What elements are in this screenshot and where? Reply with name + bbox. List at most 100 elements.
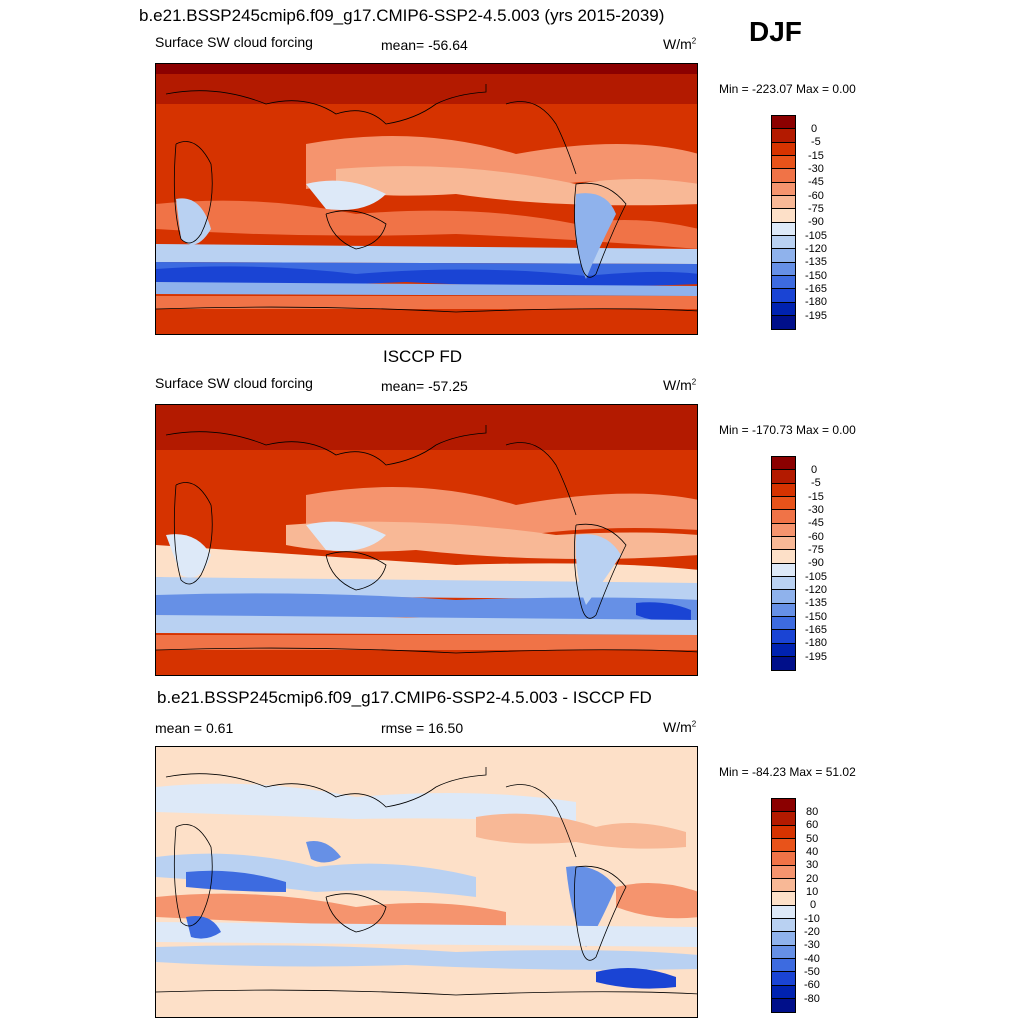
- colorbar-tick-label: -150: [805, 270, 828, 282]
- colorbar-swatch: [772, 483, 795, 497]
- colorbar-tick-label: -165: [805, 283, 828, 295]
- colorbar-tick-label: -150: [805, 611, 828, 623]
- colorbar-tick-label: -105: [805, 571, 828, 583]
- colorbar-swatch: [772, 945, 795, 959]
- colorbar-swatch: [772, 315, 795, 330]
- panel1-title: b.e21.BSSP245cmip6.f09_g17.CMIP6-SSP2-4.…: [139, 6, 665, 25]
- colorbar-tick-label: -165: [805, 624, 828, 636]
- colorbar-swatch: [772, 209, 795, 223]
- colorbar-tick-label: 0: [810, 899, 817, 911]
- colorbar-swatch: [772, 155, 795, 170]
- panel1-minmax: Min = -223.07 Max = 0.00: [719, 82, 856, 96]
- colorbar-swatch: [772, 262, 795, 276]
- colorbar-swatch: [772, 799, 795, 813]
- colorbar-tick-label: -5: [811, 136, 821, 148]
- panel3-colorbar: [771, 798, 796, 1014]
- colorbar-tick-label: -30: [808, 504, 824, 516]
- colorbar-swatch: [772, 536, 795, 551]
- panel3-title: b.e21.BSSP245cmip6.f09_g17.CMIP6-SSP2-4.…: [157, 688, 652, 707]
- colorbar-swatch: [772, 972, 795, 986]
- colorbar-tick-label: -180: [805, 296, 828, 308]
- colorbar-swatch: [772, 576, 795, 591]
- panel3-rmse-label: rmse = 16.50: [381, 720, 464, 736]
- colorbar-swatch: [772, 563, 795, 577]
- colorbar-swatch: [772, 998, 795, 1013]
- colorbar-tick-label: -75: [808, 544, 824, 556]
- colorbar-swatch: [772, 289, 795, 303]
- colorbar-tick-label: -135: [805, 256, 828, 268]
- colorbar-tick-label: 0: [811, 123, 818, 135]
- panel2-map: [155, 404, 698, 676]
- colorbar-tick-label: 80: [806, 806, 819, 818]
- colorbar-swatch: [772, 825, 795, 839]
- colorbar-tick-label: -20: [804, 926, 820, 938]
- colorbar-tick-label: -45: [808, 517, 824, 529]
- colorbar-swatch: [772, 142, 795, 156]
- colorbar-swatch: [772, 838, 795, 853]
- colorbar-tick-label: 50: [806, 833, 819, 845]
- panel2-units: W/m2: [663, 377, 697, 393]
- panel1-variable-label: Surface SW cloud forcing: [155, 34, 313, 50]
- colorbar-swatch: [772, 852, 795, 866]
- colorbar-swatch: [772, 195, 795, 210]
- colorbar-swatch: [772, 302, 795, 316]
- colorbar-tick-label: -75: [808, 203, 824, 215]
- panel1-map: [155, 63, 698, 335]
- colorbar-swatch: [772, 470, 795, 484]
- colorbar-swatch: [772, 616, 795, 631]
- colorbar-tick-label: -15: [808, 150, 824, 162]
- season-label: DJF: [749, 16, 802, 47]
- colorbar-swatch: [772, 457, 795, 471]
- colorbar-tick-label: -30: [804, 939, 820, 951]
- colorbar-tick-label: -135: [805, 597, 828, 609]
- colorbar-tick-label: -195: [805, 651, 828, 663]
- panel3-minmax: Min = -84.23 Max = 51.02: [719, 765, 856, 779]
- colorbar-tick-label: 10: [806, 886, 819, 898]
- colorbar-swatch: [772, 918, 795, 933]
- panel2-colorbar: [771, 456, 796, 672]
- panel1-mean-label: mean= -56.64: [381, 37, 468, 53]
- colorbar-swatch: [772, 249, 795, 263]
- colorbar-tick-label: 20: [806, 873, 819, 885]
- colorbar-swatch: [772, 222, 795, 236]
- colorbar-tick-label: -180: [805, 637, 828, 649]
- panel3-mean-label: mean = 0.61: [155, 720, 234, 736]
- colorbar-swatch: [772, 865, 795, 879]
- colorbar-swatch: [772, 812, 795, 826]
- colorbar-tick-label: -40: [804, 953, 820, 965]
- colorbar-tick-label: -45: [808, 176, 824, 188]
- colorbar-tick-label: 30: [806, 859, 819, 871]
- colorbar-swatch: [772, 169, 795, 183]
- colorbar-tick-label: -120: [805, 243, 828, 255]
- colorbar-tick-label: -90: [808, 557, 824, 569]
- colorbar-swatch: [772, 905, 795, 919]
- colorbar-tick-label: -60: [808, 531, 824, 543]
- colorbar-swatch: [772, 590, 795, 604]
- panel2-title: ISCCP FD: [383, 347, 463, 366]
- panel3-units: W/m2: [663, 719, 697, 735]
- panel2-mean-label: mean= -57.25: [381, 378, 468, 394]
- colorbar-tick-label: -10: [804, 913, 820, 925]
- panel1-units: W/m2: [663, 36, 697, 52]
- colorbar-tick-label: -195: [805, 310, 828, 322]
- colorbar-swatch: [772, 643, 795, 657]
- colorbar-swatch: [772, 235, 795, 250]
- colorbar-swatch: [772, 523, 795, 537]
- colorbar-tick-label: -120: [805, 584, 828, 596]
- colorbar-tick-label: -60: [808, 190, 824, 202]
- colorbar-swatch: [772, 129, 795, 143]
- colorbar-swatch: [772, 550, 795, 564]
- colorbar-tick-label: -80: [804, 993, 820, 1005]
- colorbar-swatch: [772, 182, 795, 196]
- colorbar-tick-label: -90: [808, 216, 824, 228]
- colorbar-tick-label: 40: [806, 846, 819, 858]
- colorbar-swatch: [772, 603, 795, 617]
- colorbar-tick-label: 60: [806, 819, 819, 831]
- panel2-minmax: Min = -170.73 Max = 0.00: [719, 423, 856, 437]
- colorbar-swatch: [772, 510, 795, 524]
- colorbar-swatch: [772, 892, 795, 906]
- panel3-map: [155, 746, 698, 1018]
- colorbar-swatch: [772, 630, 795, 644]
- colorbar-tick-label: -15: [808, 491, 824, 503]
- colorbar-tick-label: -105: [805, 230, 828, 242]
